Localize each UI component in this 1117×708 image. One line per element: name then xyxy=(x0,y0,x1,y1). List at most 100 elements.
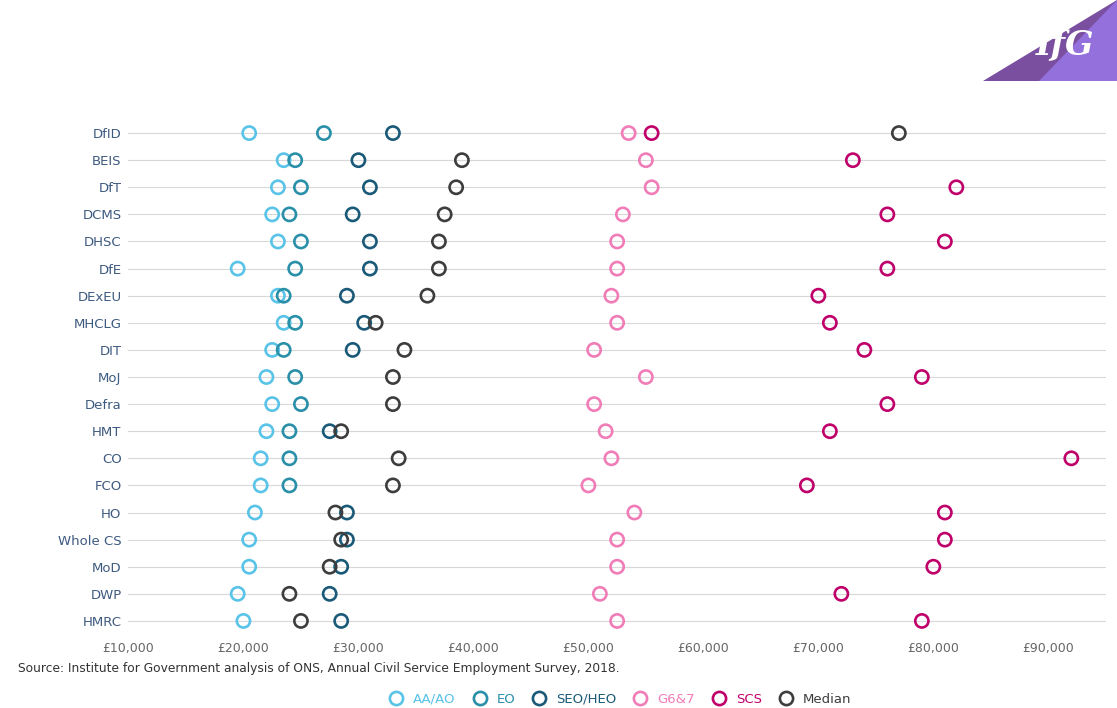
Point xyxy=(384,480,402,491)
Point xyxy=(240,561,258,572)
Point xyxy=(602,290,620,302)
Point xyxy=(798,480,815,491)
Point xyxy=(229,588,247,600)
Point xyxy=(286,263,304,274)
Point xyxy=(936,534,954,545)
Point xyxy=(591,588,609,600)
Point xyxy=(620,127,638,139)
Point xyxy=(430,263,448,274)
Point xyxy=(384,371,402,382)
Point xyxy=(596,426,614,437)
Point xyxy=(269,236,287,247)
Point xyxy=(608,534,626,545)
Point xyxy=(275,290,293,302)
Point xyxy=(292,236,309,247)
Point xyxy=(608,317,626,329)
Point xyxy=(292,182,309,193)
Point xyxy=(395,344,413,355)
Point xyxy=(384,127,402,139)
Text: IfG: IfG xyxy=(1037,28,1095,62)
Point xyxy=(292,399,309,410)
Point xyxy=(350,154,367,166)
Point xyxy=(280,452,298,464)
Point xyxy=(608,263,626,274)
Point xyxy=(447,182,465,193)
Point xyxy=(821,426,839,437)
Point xyxy=(332,426,350,437)
Point xyxy=(258,426,276,437)
Point xyxy=(925,561,943,572)
Point xyxy=(326,507,344,518)
Text: Median pay by department and grade, 2018: Median pay by department and grade, 2018 xyxy=(18,38,535,57)
Point xyxy=(264,344,281,355)
Point xyxy=(608,236,626,247)
Point xyxy=(936,507,954,518)
Point xyxy=(280,588,298,600)
Point xyxy=(361,263,379,274)
Point xyxy=(890,127,908,139)
Point xyxy=(821,317,839,329)
Point xyxy=(602,452,620,464)
Point xyxy=(585,344,603,355)
Point xyxy=(321,426,338,437)
Point xyxy=(292,615,309,627)
Point xyxy=(338,534,356,545)
Point xyxy=(275,154,293,166)
Point xyxy=(286,154,304,166)
Point xyxy=(286,371,304,382)
Polygon shape xyxy=(1039,0,1117,81)
Point xyxy=(614,209,632,220)
Point xyxy=(608,615,626,627)
Point xyxy=(355,317,373,329)
Point xyxy=(608,561,626,572)
Point xyxy=(361,236,379,247)
Point xyxy=(626,507,643,518)
Point xyxy=(338,290,356,302)
Point xyxy=(390,452,408,464)
Point xyxy=(810,290,828,302)
Point xyxy=(878,263,896,274)
Point xyxy=(947,182,965,193)
Point xyxy=(235,615,252,627)
Point xyxy=(642,127,660,139)
Point xyxy=(332,561,350,572)
Point xyxy=(913,371,930,382)
Point xyxy=(321,588,338,600)
Point xyxy=(275,344,293,355)
Point xyxy=(637,371,655,382)
Point xyxy=(344,209,362,220)
Point xyxy=(269,182,287,193)
Point xyxy=(436,209,454,220)
Point xyxy=(366,317,384,329)
Point xyxy=(913,615,930,627)
Point xyxy=(246,507,264,518)
Point xyxy=(280,209,298,220)
Point xyxy=(338,507,356,518)
Point xyxy=(1062,452,1080,464)
Point xyxy=(275,317,293,329)
Point xyxy=(454,154,471,166)
Polygon shape xyxy=(983,0,1117,81)
Point xyxy=(361,182,379,193)
Point xyxy=(856,344,873,355)
Point xyxy=(251,480,269,491)
Point xyxy=(332,615,350,627)
Point xyxy=(844,154,862,166)
Point xyxy=(878,399,896,410)
Point xyxy=(258,371,276,382)
Point xyxy=(280,426,298,437)
Point xyxy=(878,209,896,220)
Point xyxy=(419,290,437,302)
Point xyxy=(315,127,333,139)
Point xyxy=(430,236,448,247)
Point xyxy=(580,480,598,491)
Point xyxy=(251,452,269,464)
Point xyxy=(332,534,350,545)
Point xyxy=(269,290,287,302)
Point xyxy=(264,399,281,410)
Point xyxy=(240,534,258,545)
Point xyxy=(936,236,954,247)
Point xyxy=(264,209,281,220)
Point xyxy=(240,127,258,139)
Point xyxy=(642,182,660,193)
